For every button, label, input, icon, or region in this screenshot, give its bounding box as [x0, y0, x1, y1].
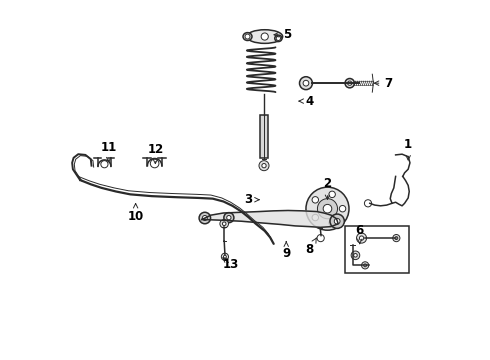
- Text: 5: 5: [274, 28, 292, 41]
- Circle shape: [323, 204, 332, 213]
- Circle shape: [312, 214, 318, 221]
- Bar: [260, 116, 268, 158]
- Ellipse shape: [243, 33, 252, 41]
- Circle shape: [317, 234, 324, 242]
- Text: 8: 8: [305, 238, 317, 256]
- Circle shape: [227, 216, 231, 220]
- Circle shape: [261, 33, 269, 40]
- Circle shape: [259, 161, 269, 171]
- Circle shape: [347, 81, 352, 85]
- Circle shape: [276, 36, 280, 41]
- Circle shape: [101, 161, 108, 168]
- Ellipse shape: [247, 30, 283, 43]
- Circle shape: [393, 234, 400, 242]
- Circle shape: [395, 237, 398, 239]
- Text: 10: 10: [127, 204, 144, 223]
- Text: 13: 13: [222, 258, 239, 271]
- Text: 12: 12: [147, 143, 164, 163]
- Circle shape: [345, 78, 354, 88]
- Text: 11: 11: [100, 141, 117, 162]
- Circle shape: [220, 220, 228, 228]
- Text: 7: 7: [374, 77, 392, 90]
- Circle shape: [318, 199, 338, 219]
- Circle shape: [202, 216, 207, 221]
- Text: 2: 2: [323, 177, 332, 199]
- Text: 6: 6: [356, 224, 364, 244]
- Circle shape: [222, 222, 226, 226]
- Circle shape: [330, 214, 344, 228]
- Circle shape: [362, 262, 368, 269]
- Circle shape: [224, 213, 234, 223]
- Polygon shape: [202, 211, 338, 227]
- Circle shape: [312, 197, 318, 203]
- Circle shape: [262, 163, 266, 168]
- Circle shape: [199, 212, 211, 224]
- Circle shape: [150, 159, 159, 168]
- Circle shape: [245, 34, 250, 39]
- Circle shape: [334, 219, 340, 224]
- Circle shape: [357, 233, 367, 243]
- Circle shape: [354, 253, 357, 257]
- Circle shape: [299, 77, 313, 90]
- Circle shape: [364, 264, 367, 267]
- Text: 1: 1: [404, 138, 412, 160]
- Circle shape: [329, 220, 335, 226]
- Bar: [345, 226, 409, 273]
- Circle shape: [359, 236, 364, 240]
- Circle shape: [306, 187, 349, 230]
- Circle shape: [365, 200, 371, 207]
- Circle shape: [351, 251, 360, 260]
- Circle shape: [223, 255, 226, 258]
- Circle shape: [339, 206, 346, 212]
- Text: 4: 4: [299, 95, 314, 108]
- Text: 9: 9: [282, 242, 291, 260]
- Circle shape: [303, 80, 309, 86]
- Text: 3: 3: [245, 193, 259, 206]
- Circle shape: [329, 191, 335, 198]
- Ellipse shape: [275, 35, 282, 41]
- Circle shape: [221, 253, 228, 260]
